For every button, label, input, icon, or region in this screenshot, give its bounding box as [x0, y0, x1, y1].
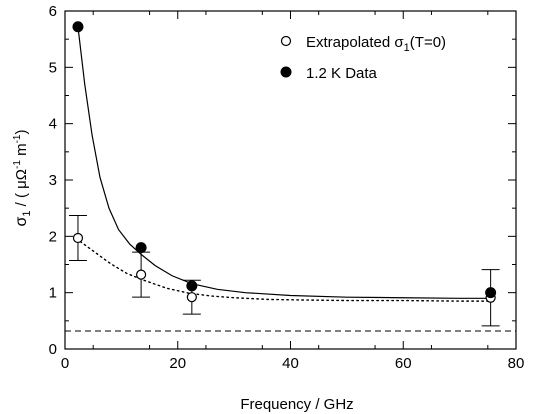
- x-tick-label: 60: [395, 355, 412, 372]
- y-tick-label: 6: [49, 3, 57, 20]
- legend-marker-1p2k: [280, 66, 292, 78]
- data-point-1p2k: [186, 280, 198, 292]
- x-tick-label: 40: [282, 355, 299, 372]
- y-axis-label: σ1 / ( μΩ-1 m-1): [12, 129, 33, 226]
- fit-line-1: [77, 26, 494, 299]
- x-axis-label: Frequency / GHz: [240, 396, 353, 413]
- x-tick-label: 80: [508, 355, 525, 372]
- fit-line-0: [75, 237, 495, 302]
- legend-label-1p2k: 1.2 K Data: [306, 65, 378, 82]
- axes: 0 20 40 60 80 0 1 2 3 4 5 6: [49, 3, 525, 372]
- data-point-extrapolated: [186, 292, 197, 303]
- data-point-1p2k: [485, 287, 497, 299]
- y-tick-label: 1: [49, 285, 57, 302]
- data-point-1p2k: [135, 242, 147, 254]
- x-tick-label: 0: [61, 355, 69, 372]
- data-point-extrapolated: [136, 269, 147, 280]
- y-tick-label: 3: [49, 172, 57, 189]
- y-tick-label: 4: [49, 116, 57, 133]
- y-tick-label: 0: [49, 341, 57, 358]
- data-point-extrapolated: [72, 232, 84, 244]
- plot-area: [65, 21, 516, 332]
- legend-label-extrapolated: Extrapolated σ1(T=0): [306, 34, 446, 54]
- y-tick-label: 5: [49, 59, 57, 76]
- y-tick-label: 2: [49, 228, 57, 245]
- data-point-1p2k: [72, 21, 84, 33]
- legend-marker-extrapolated: [280, 35, 292, 47]
- legend: Extrapolated σ1(T=0) 1.2 K Data: [280, 34, 446, 82]
- x-tick-label: 20: [169, 355, 186, 372]
